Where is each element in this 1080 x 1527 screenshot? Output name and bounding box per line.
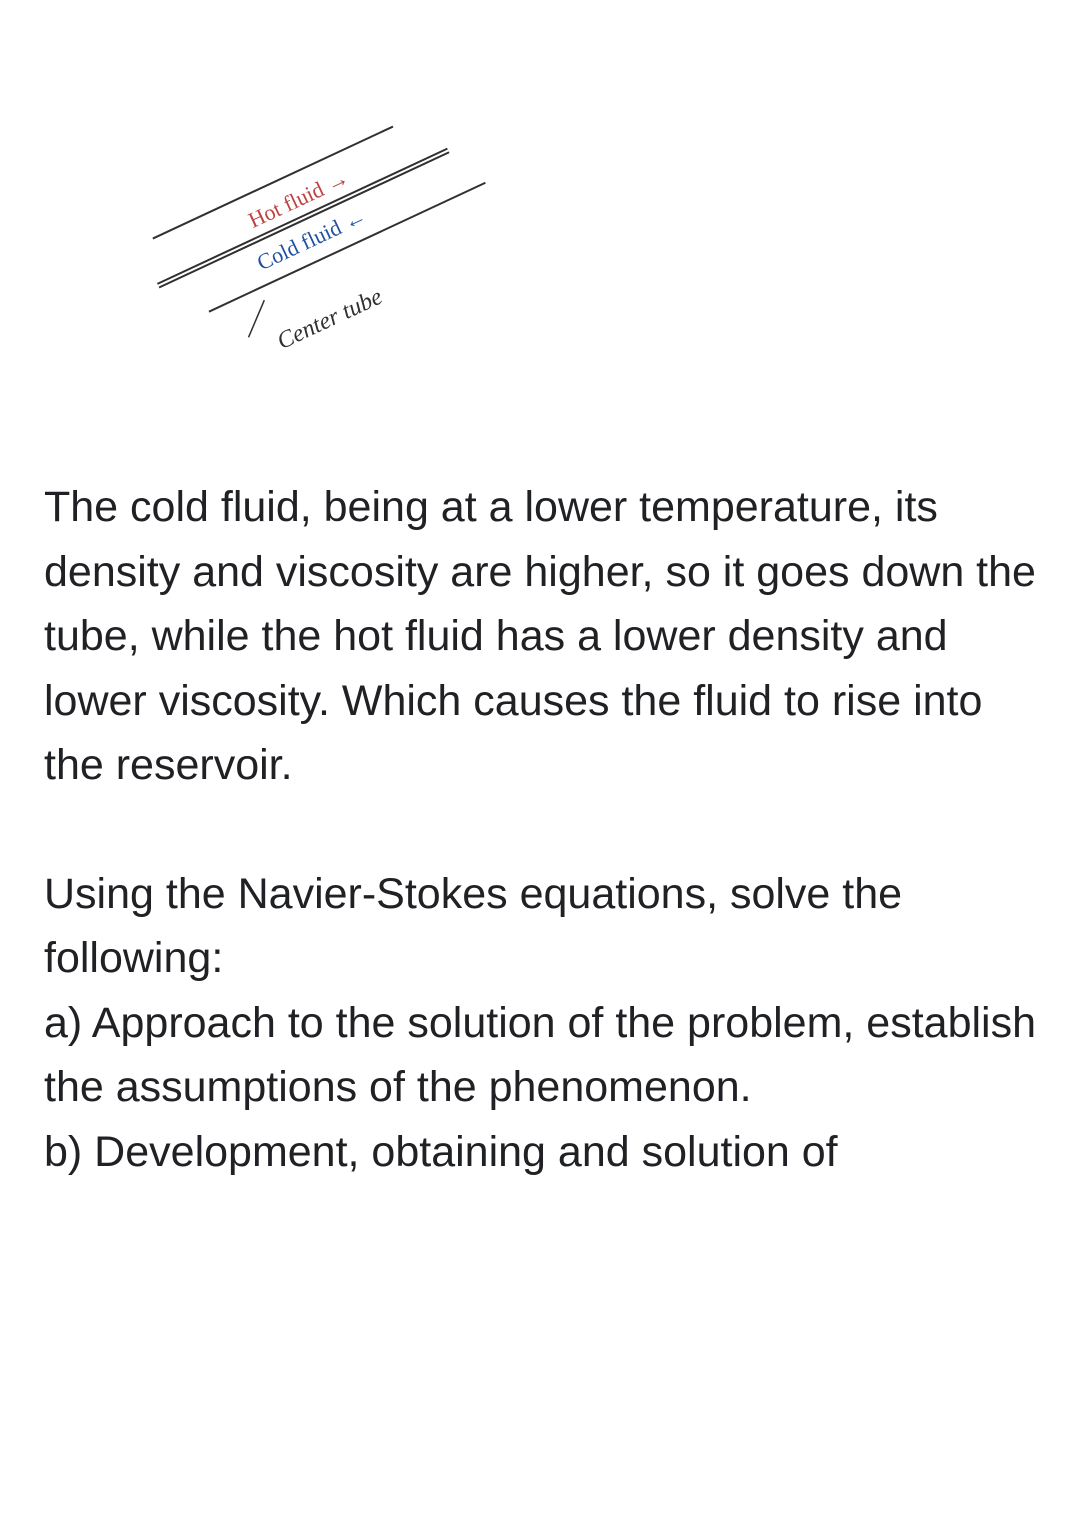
paragraph-3b: b) Development, obtaining and solution o… bbox=[42, 1120, 1038, 1185]
paragraph-3a: a) Approach to the solution of the probl… bbox=[42, 991, 1038, 1120]
tube-diagram: Hot fluid → Cold fluid ← Center tube bbox=[42, 85, 582, 400]
paragraph-2: Using the Navier-Stokes equations, solve… bbox=[42, 862, 1038, 991]
paragraph-1: The cold fluid, being at a lower tempera… bbox=[42, 475, 1038, 798]
diagram-container: Hot fluid → Cold fluid ← Center tube bbox=[42, 85, 582, 400]
center-tube-label: Center tube bbox=[273, 284, 386, 355]
